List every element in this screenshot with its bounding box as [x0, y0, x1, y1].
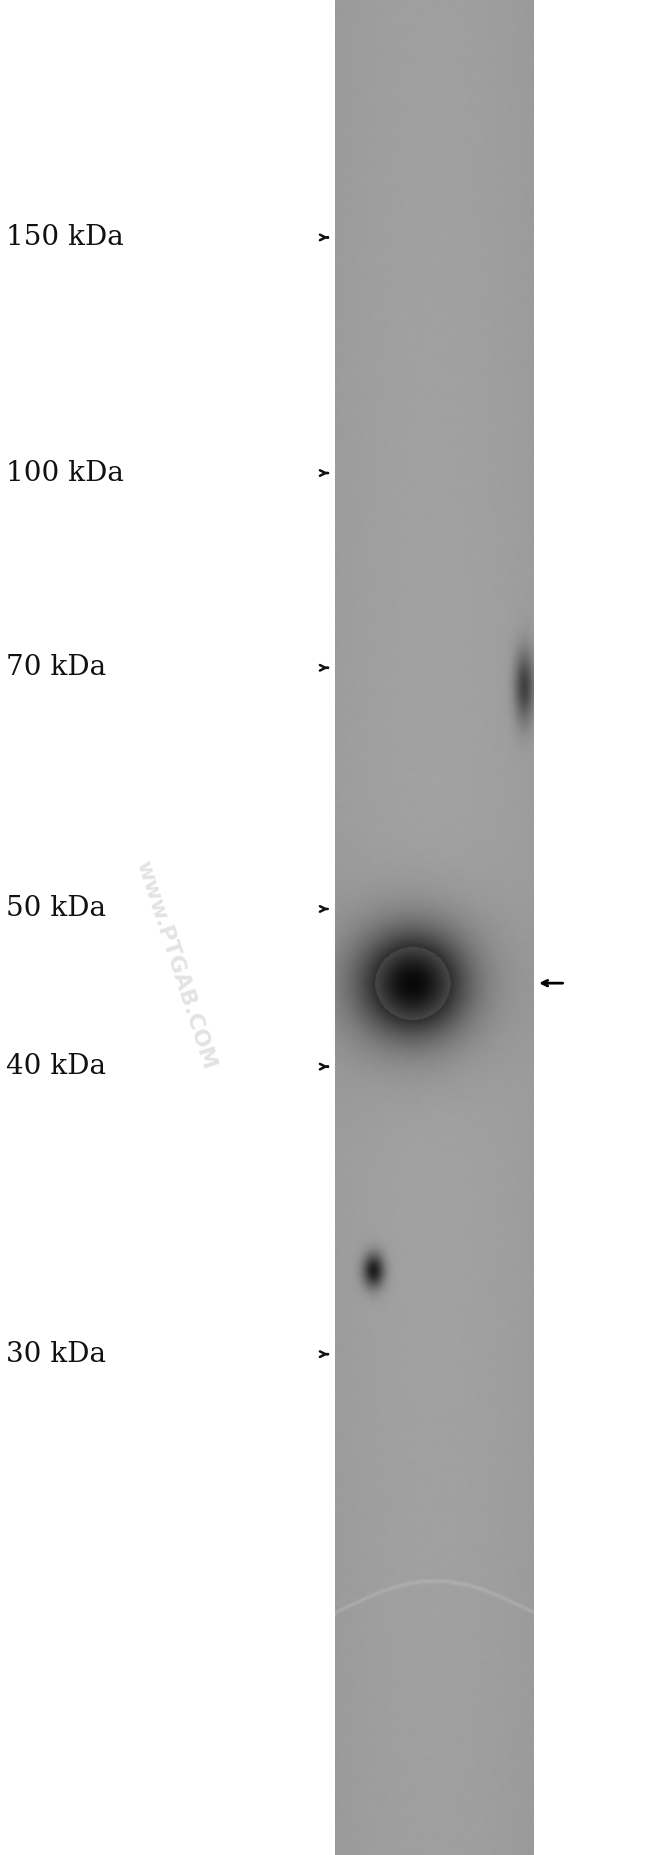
Text: 100 kDa: 100 kDa [6, 460, 124, 486]
Text: 70 kDa: 70 kDa [6, 655, 107, 681]
Text: 30 kDa: 30 kDa [6, 1341, 107, 1367]
Text: 150 kDa: 150 kDa [6, 224, 124, 250]
Text: www.PTGAB.COM: www.PTGAB.COM [132, 857, 219, 1072]
Text: 40 kDa: 40 kDa [6, 1054, 107, 1080]
Text: 50 kDa: 50 kDa [6, 896, 107, 922]
